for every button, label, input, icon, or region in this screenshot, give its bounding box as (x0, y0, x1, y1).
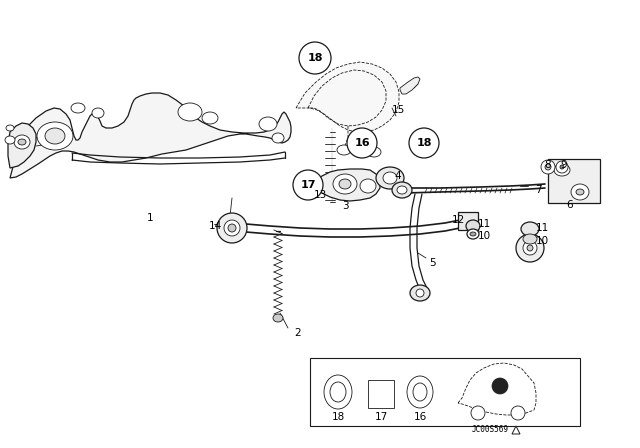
Text: 6: 6 (566, 200, 573, 210)
Ellipse shape (259, 117, 277, 131)
Circle shape (409, 128, 439, 158)
Polygon shape (296, 62, 399, 132)
Circle shape (471, 406, 485, 420)
Ellipse shape (337, 145, 351, 155)
Ellipse shape (14, 135, 30, 149)
Circle shape (516, 234, 544, 262)
Ellipse shape (324, 375, 352, 409)
Ellipse shape (466, 220, 480, 232)
Ellipse shape (367, 147, 381, 157)
Ellipse shape (392, 182, 412, 198)
Text: 13: 13 (314, 190, 326, 200)
Circle shape (560, 165, 564, 169)
Ellipse shape (360, 179, 376, 193)
Text: JC00S569: JC00S569 (472, 425, 509, 434)
Bar (368, 380, 394, 408)
Text: 16: 16 (354, 138, 370, 148)
Text: 8: 8 (545, 160, 551, 170)
Circle shape (556, 161, 568, 173)
Text: 10: 10 (536, 236, 548, 246)
Ellipse shape (523, 234, 537, 244)
Polygon shape (10, 93, 291, 178)
Text: 16: 16 (413, 412, 427, 422)
Ellipse shape (521, 222, 539, 236)
Circle shape (511, 406, 525, 420)
Bar (310, 358, 580, 426)
Circle shape (299, 42, 331, 74)
Ellipse shape (470, 232, 476, 236)
Ellipse shape (5, 136, 15, 144)
Ellipse shape (376, 167, 404, 189)
Ellipse shape (383, 172, 397, 184)
Ellipse shape (339, 179, 351, 189)
Text: 15: 15 (392, 105, 404, 115)
Ellipse shape (413, 383, 427, 401)
Ellipse shape (571, 184, 589, 200)
Text: 2: 2 (294, 328, 301, 338)
Ellipse shape (37, 122, 73, 150)
Ellipse shape (202, 112, 218, 124)
Ellipse shape (300, 187, 308, 194)
Circle shape (545, 164, 551, 170)
Ellipse shape (554, 164, 570, 176)
Circle shape (293, 170, 323, 200)
Circle shape (347, 128, 377, 158)
Text: 18: 18 (416, 138, 432, 148)
Text: 5: 5 (429, 258, 435, 268)
Ellipse shape (71, 103, 85, 113)
Ellipse shape (272, 133, 284, 143)
Text: 4: 4 (395, 171, 401, 181)
Text: 12: 12 (451, 215, 465, 225)
Ellipse shape (410, 285, 430, 301)
Ellipse shape (407, 376, 433, 408)
Ellipse shape (178, 103, 202, 121)
Polygon shape (400, 77, 420, 94)
Text: 3: 3 (342, 201, 348, 211)
Ellipse shape (45, 128, 65, 144)
Circle shape (416, 289, 424, 297)
Polygon shape (458, 363, 536, 415)
Polygon shape (310, 169, 380, 201)
Text: 17: 17 (374, 412, 388, 422)
Text: 17: 17 (300, 180, 316, 190)
Ellipse shape (6, 125, 14, 131)
Circle shape (527, 245, 533, 251)
Text: 14: 14 (209, 221, 221, 231)
Text: 18: 18 (307, 53, 323, 63)
Text: 18: 18 (332, 412, 344, 422)
Circle shape (541, 160, 555, 174)
Text: 7: 7 (534, 185, 541, 195)
Ellipse shape (576, 189, 584, 195)
Ellipse shape (273, 314, 283, 322)
Circle shape (523, 241, 537, 255)
Ellipse shape (330, 382, 346, 402)
Circle shape (224, 220, 240, 236)
Bar (458, 212, 478, 230)
Bar (548, 159, 600, 203)
Polygon shape (512, 426, 520, 434)
Circle shape (217, 213, 247, 243)
Ellipse shape (467, 229, 479, 239)
Text: 10: 10 (477, 231, 491, 241)
Circle shape (492, 378, 508, 394)
Ellipse shape (333, 174, 357, 194)
Circle shape (228, 224, 236, 232)
Text: 11: 11 (477, 219, 491, 229)
Text: 1: 1 (147, 213, 154, 223)
Ellipse shape (92, 108, 104, 118)
Ellipse shape (397, 186, 407, 194)
Text: 9: 9 (561, 160, 567, 170)
Text: 11: 11 (536, 223, 548, 233)
Polygon shape (8, 123, 36, 168)
Ellipse shape (18, 139, 26, 145)
